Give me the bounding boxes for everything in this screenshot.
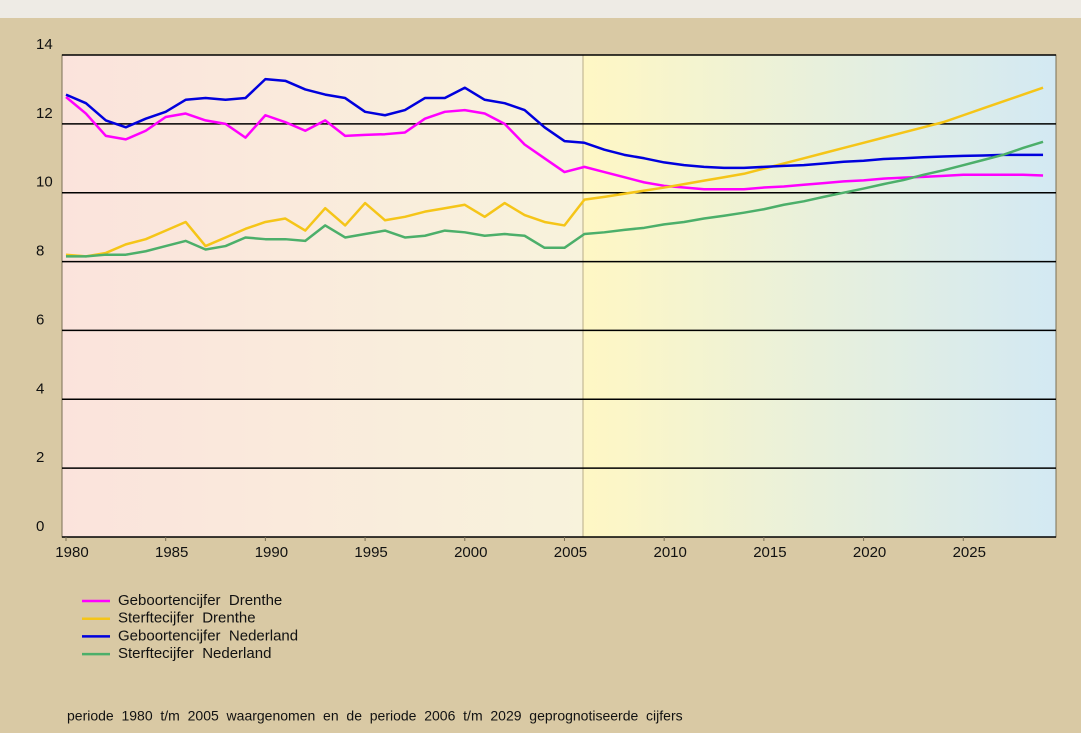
x-tick-label: 1990 xyxy=(255,544,288,561)
series-line xyxy=(65,96,1044,191)
x-tick-label: 1980 xyxy=(55,544,88,561)
y-tick-label: 4 xyxy=(36,380,44,397)
x-tick-label: 1985 xyxy=(155,544,188,561)
x-tick-label: 2025 xyxy=(953,544,986,561)
y-tick-label: 8 xyxy=(36,243,44,260)
legend-label: Geboortencijfer Nederland xyxy=(118,627,298,644)
x-tick-label: 2010 xyxy=(653,544,686,561)
forecast-background xyxy=(583,55,1056,537)
series-line xyxy=(65,77,1044,170)
top-strip xyxy=(0,0,1081,18)
x-tick-label: 1995 xyxy=(354,544,387,561)
x-tick-label: 2000 xyxy=(454,544,487,561)
legend-label: Geboortencijfer Drenthe xyxy=(118,592,282,609)
footnote: periode 1980 t/m 2005 waargenomen en de … xyxy=(67,708,683,724)
y-tick-label: 14 xyxy=(36,36,53,53)
y-tick-label: 2 xyxy=(36,449,44,466)
x-tick-label: 2005 xyxy=(554,544,587,561)
series-line xyxy=(65,86,1044,258)
x-tick-label: 2015 xyxy=(753,544,786,561)
legend-label: Sterftecijfer Nederland xyxy=(118,645,271,662)
y-tick-label: 10 xyxy=(36,174,53,191)
y-tick-label: 6 xyxy=(36,311,44,328)
x-tick-label: 2020 xyxy=(853,544,886,561)
observed-background xyxy=(62,55,583,537)
legend-label: Sterftecijfer Drenthe xyxy=(118,610,256,627)
y-tick-label: 12 xyxy=(36,105,53,122)
series-line xyxy=(65,140,1044,258)
y-tick-label: 0 xyxy=(36,518,44,535)
